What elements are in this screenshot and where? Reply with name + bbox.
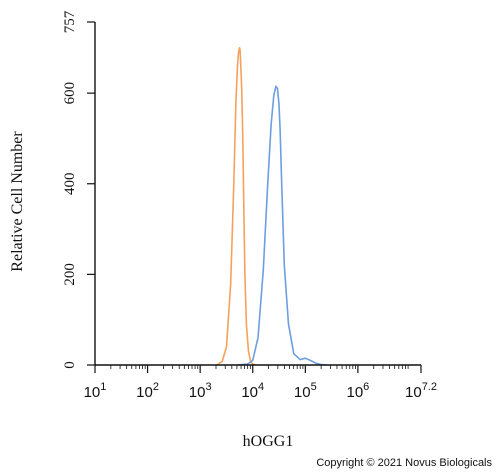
y-axis-label: Relative Cell Number [9,131,26,272]
x-tick-label: 106 [346,381,369,401]
histogram-line-1 [216,46,257,366]
x-tick-label: 105 [294,381,317,401]
y-axis-ticks: 0 200 400 600 757 [62,10,95,369]
histogram-line-2 [236,85,328,366]
y-tick-label: 200 [62,263,78,286]
x-tick-label: 107.2 [405,381,437,401]
x-tick-label: 104 [241,381,264,401]
x-axis-ticks: 101 102 103 104 105 106 107.2 [84,365,437,401]
y-tick-label: 400 [62,173,78,196]
x-tick-label: 102 [136,381,159,401]
histogram-series [216,46,328,366]
y-tick-label: 600 [62,82,78,105]
x-axis-label: hOGG1 [243,433,294,450]
y-tick-label: 0 [62,361,78,369]
x-tick-label: 103 [189,381,212,401]
copyright-notice: Copyright © 2021 Novus Biologicals [316,457,492,469]
y-tick-label: 757 [62,10,78,33]
x-tick-label: 101 [84,381,107,401]
